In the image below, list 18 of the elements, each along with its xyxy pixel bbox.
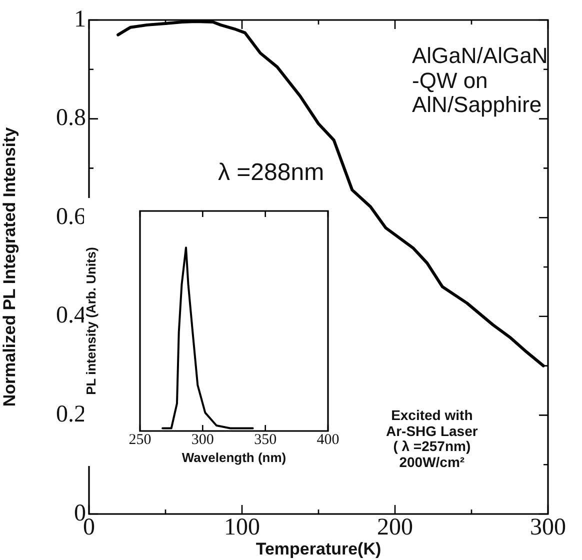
annotation: Excited with Ar-SHG Laser ( λ =257nm) 200W/cm² [386,407,478,471]
y-tick-label: 0.8 [56,105,86,132]
x-tick-label: 250 [128,432,152,448]
y-tick-label: 0.4 [56,302,86,329]
x-tick-label: 350 [254,432,277,448]
y-axis-title: PL intensity (Arb. Units) [83,247,98,395]
x-axis-title: Temperature(K) [256,539,382,558]
y-tick-label: 0.2 [56,401,86,428]
x-tick-label: 200 [377,514,413,541]
x-tick-label: 300 [530,514,566,541]
annotation: AlGaN/AlGaN -QW on AlN/Sapphire [412,43,548,118]
annotation: λ =288nm [218,159,324,187]
y-axis-title: Normalized PL Integrated Intensity [0,126,19,407]
x-tick-label: 100 [224,514,260,541]
x-axis-title: Wavelength (nm) [182,450,286,465]
y-tick-label: 1 [74,6,86,32]
x-tick-label: 300 [191,432,214,448]
x-tick-label: 400 [316,432,340,448]
